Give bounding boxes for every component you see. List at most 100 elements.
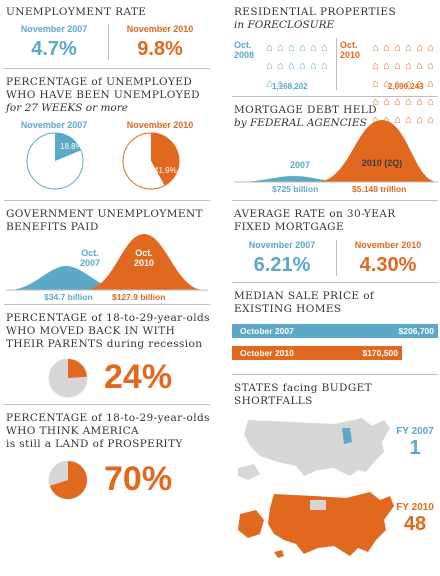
rate-panel: AVERAGE RATE on 30-YEAR FIXED MORTGAGE N… xyxy=(232,208,438,282)
mortgage-debt-right-value: $5.148 trillion xyxy=(352,184,407,194)
house-icon: ⌂ xyxy=(394,96,401,108)
rate-left-value: 6.21% xyxy=(253,254,311,276)
long-term-title-line3: for 27 WEEKS or more xyxy=(6,102,128,114)
homes-title-line1: MEDIAN SALE PRICE of xyxy=(234,290,375,302)
foreclosure-right-period: Oct. 2010 xyxy=(340,40,361,60)
house-icon: ⌂ xyxy=(299,60,306,72)
unemployment-left-label: November 2007 xyxy=(20,24,88,34)
homes-title: MEDIAN SALE PRICE of EXISTING HOMES xyxy=(234,290,374,316)
house-icon: ⌂ xyxy=(372,78,379,90)
benefits-left-value: $34.7 billion xyxy=(44,292,93,302)
homes-panel: MEDIAN SALE PRICE of EXISTING HOMES Octo… xyxy=(232,290,438,374)
benefits-2007-curve xyxy=(8,266,122,290)
foreclosure-left-icons: ⌂ ⌂ ⌂ ⌂ ⌂ ⌂ ⌂ ⌂ ⌂ ⌂ ⌂ ⌂ ⌂ ⌂ xyxy=(266,38,334,92)
mortgage-debt-left-period: 2007 xyxy=(289,160,311,170)
benefits-left-period: Oct. 2007 xyxy=(79,248,101,268)
homes-bar-2007-value: $206,700 xyxy=(398,326,434,336)
house-icon: ⌂ xyxy=(288,60,295,72)
foreclosure-panel: RESIDENTIAL PROPERTIES in FORECLOSURE Oc… xyxy=(232,6,438,126)
moved-back-pie xyxy=(48,358,88,398)
mortgage-debt-title-line1: MORTGAGE DEBT HELD xyxy=(234,104,377,116)
long-term-left-value: 18.8% xyxy=(60,142,83,151)
house-icon: ⌂ xyxy=(405,42,412,54)
mortgage-debt-title: MORTGAGE DEBT HELD by FEDERAL AGENCIES xyxy=(234,104,377,130)
long-term-left-pie xyxy=(26,132,84,190)
house-icon: ⌂ xyxy=(427,42,434,54)
house-icon: ⌂ xyxy=(405,114,412,126)
prosperity-value: 70% xyxy=(104,460,173,498)
homes-bar-2010-label: October 2010 xyxy=(240,348,294,358)
long-term-right-label: November 2010 xyxy=(126,120,194,130)
us-map-2010-shape xyxy=(268,492,394,556)
mortgage-debt-title-line2: by FEDERAL AGENCIES xyxy=(234,117,367,129)
house-icon: ⌂ xyxy=(394,60,401,72)
house-icon: ⌂ xyxy=(427,114,434,126)
benefits-title-line2: BENEFITS PAID xyxy=(6,221,99,233)
benefits-curve-chart xyxy=(6,234,208,291)
rate-title: AVERAGE RATE on 30-YEAR FIXED MORTGAGE xyxy=(234,208,396,234)
prosperity-title-line3: is still a LAND of PROSPERITY xyxy=(6,438,183,450)
homes-bar-2007: October 2007 $206,700 xyxy=(232,324,438,338)
house-icon: ⌂ xyxy=(372,42,379,54)
foreclosure-title-line1: RESIDENTIAL PROPERTIES xyxy=(234,6,397,18)
long-term-right-pie-slice xyxy=(151,133,180,186)
states-title-line1: STATES facing BUDGET xyxy=(234,382,373,394)
state-2007-highlight xyxy=(342,428,352,444)
mortgage-debt-panel: MORTGAGE DEBT HELD by FEDERAL AGENCIES 2… xyxy=(232,104,438,198)
rate-right-value: 4.30% xyxy=(359,254,417,276)
states-top-label: FY 2007 xyxy=(396,426,434,437)
rate-left-label: November 2007 xyxy=(248,240,316,250)
house-icon: ⌂ xyxy=(416,60,423,72)
mortgage-2010-curve xyxy=(316,120,438,182)
house-icon: ⌂ xyxy=(266,60,273,72)
unemployment-left-value: 4.7% xyxy=(31,38,77,60)
foreclosure-right-value: 2,090,243 xyxy=(388,82,424,91)
moved-back-panel: PERCENTAGE of 18-to-29-year-olds WHO MOV… xyxy=(4,312,210,404)
rate-divider xyxy=(336,240,337,276)
divider xyxy=(4,68,210,69)
rate-title-line1: AVERAGE RATE on 30-YEAR xyxy=(234,208,396,220)
house-icon: ⌂ xyxy=(394,42,401,54)
unemployment-panel: UNEMPLOYMENT RATE November 2007 4.7% Nov… xyxy=(4,6,210,70)
house-icon: ⌂ xyxy=(427,96,434,108)
divider xyxy=(4,200,210,201)
hawaii-2010 xyxy=(274,550,284,558)
prosperity-panel: PERCENTAGE of 18-to-29-year-olds WHO THI… xyxy=(4,412,210,512)
states-bottom-value: 48 xyxy=(403,513,427,535)
house-icon: ⌂ xyxy=(321,60,328,72)
house-icon: ⌂ xyxy=(372,60,379,72)
prosperity-title-line2: WHO THINK AMERICA xyxy=(6,425,140,437)
foreclosure-right-icons: ⌂ ⌂ ⌂ ⌂ ⌂ ⌂ ⌂ ⌂ ⌂ ⌂ ⌂ ⌂ ⌂ ⌂ ⌂ ⌂ ⌂ ⌂ ⌂ ⌂ ⌂ ⌂ ⌂ ⌂ ⌂ ⌂ ⌂ ⌂ ⌂ ⌂ xyxy=(372,38,438,128)
divider xyxy=(232,374,438,375)
mortgage-debt-left-value: $725 billion xyxy=(272,184,319,194)
unemployment-right-label: November 2010 xyxy=(126,24,194,34)
house-icon: ⌂ xyxy=(427,78,434,90)
house-icon: ⌂ xyxy=(405,60,412,72)
house-icon: ⌂ xyxy=(383,114,390,126)
benefits-2010-curve xyxy=(84,234,204,290)
house-icon: ⌂ xyxy=(372,96,379,108)
states-2010-callout: FY 2010 48 xyxy=(392,502,438,536)
states-title: STATES facing BUDGET SHORTFALLS xyxy=(234,382,372,408)
states-2007-callout: FY 2007 1 xyxy=(392,426,438,460)
prosperity-title-line1: PERCENTAGE of 18-to-29-year-olds xyxy=(6,412,210,424)
states-title-line2: SHORTFALLS xyxy=(234,395,313,407)
house-icon: ⌂ xyxy=(416,96,423,108)
states-bottom-label: FY 2010 xyxy=(396,502,434,513)
house-icon: ⌂ xyxy=(321,42,328,54)
state-2010-gray-1 xyxy=(310,500,326,510)
house-icon: ⌂ xyxy=(266,42,273,54)
homes-bar-2010: October 2010 $170,500 xyxy=(232,346,402,360)
benefits-panel: GOVERNMENT UNEMPLOYMENT BENEFITS PAID Oc… xyxy=(4,208,210,304)
unemployment-right-value: 9.8% xyxy=(137,38,183,60)
foreclosure-divider xyxy=(336,38,337,90)
homes-title-line2: EXISTING HOMES xyxy=(234,303,342,315)
moved-back-title-line2: WHO MOVED BACK IN WITH xyxy=(6,325,176,337)
house-icon: ⌂ xyxy=(310,60,317,72)
homes-bar-2010-value: $170,500 xyxy=(362,348,398,358)
house-icon: ⌂ xyxy=(277,42,284,54)
house-icon: ⌂ xyxy=(405,96,412,108)
us-map-2010 xyxy=(238,492,394,558)
house-icon: ⌂ xyxy=(299,42,306,54)
divider xyxy=(232,282,438,283)
